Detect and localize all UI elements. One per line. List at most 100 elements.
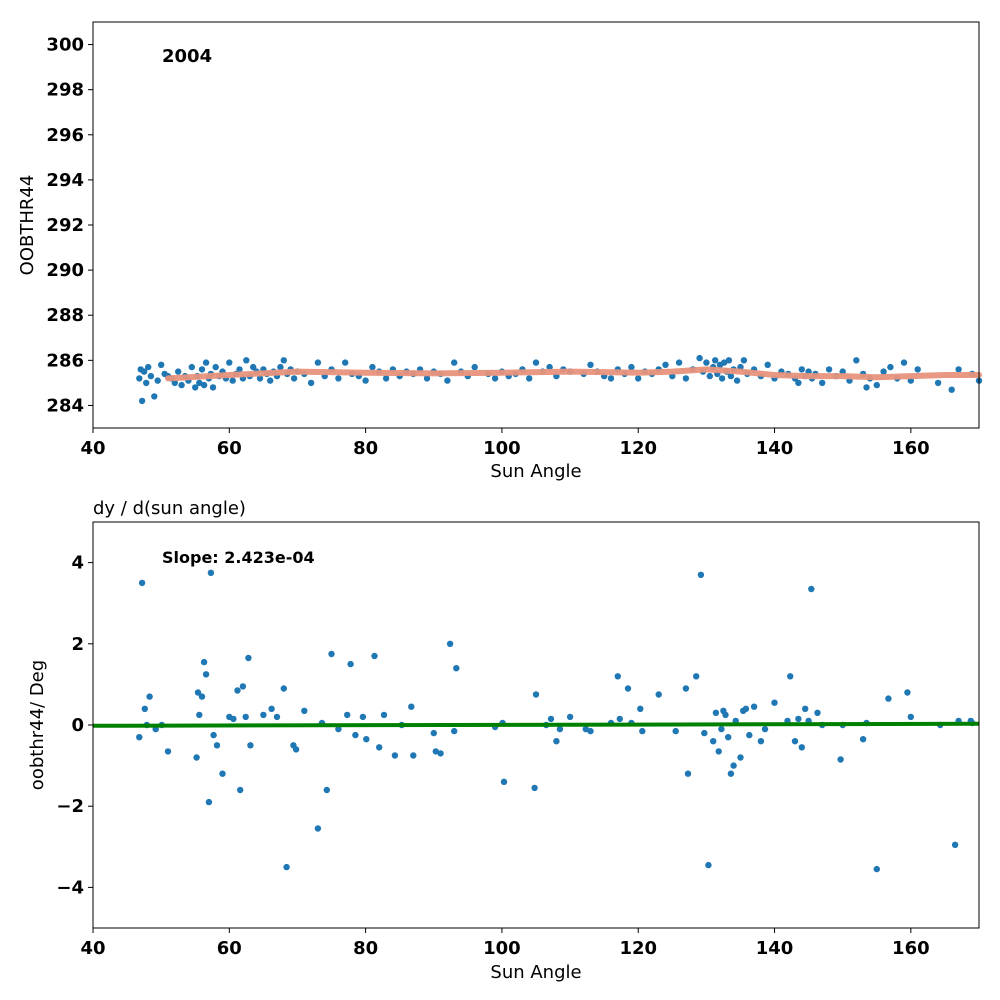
bottom-data-point	[791, 738, 799, 745]
bottom-data-point	[757, 738, 765, 745]
bottom-data-point	[682, 685, 690, 692]
bottom-data-point	[344, 711, 351, 719]
top-data-point	[229, 377, 236, 384]
bottom-data-point	[205, 798, 213, 806]
top-data-point	[706, 372, 713, 380]
top-year-annotation: 2004	[162, 46, 212, 67]
bottom-data-point	[268, 705, 275, 712]
bottom-data-point	[376, 744, 383, 751]
bottom-x-tick-label: 140	[756, 938, 794, 959]
bottom-data-point	[453, 665, 460, 672]
bottom-scatter-points	[136, 569, 976, 873]
bottom-data-point	[314, 825, 322, 832]
top-x-tick-label: 120	[619, 438, 657, 459]
top-y-tick-label: 292	[46, 215, 84, 236]
bottom-data-point	[907, 713, 914, 721]
bottom-data-point	[873, 865, 880, 873]
bottom-data-point	[146, 693, 153, 700]
top-data-point	[914, 366, 921, 373]
top-data-point	[369, 363, 376, 371]
top-x-tick-label: 160	[892, 438, 930, 459]
top-data-point	[675, 359, 683, 366]
top-data-point	[955, 366, 962, 373]
bottom-data-point	[301, 707, 308, 714]
top-data-point	[362, 377, 369, 384]
bottom-x-tick-label: 120	[619, 938, 657, 959]
top-x-tick-label: 40	[80, 438, 105, 459]
bottom-data-point	[787, 673, 794, 680]
bottom-data-point	[194, 689, 202, 696]
top-data-point	[136, 375, 143, 382]
bottom-x-axis-ticks: 40 60 80 100 120 140 160	[80, 928, 930, 959]
top-data-point	[342, 359, 349, 366]
bottom-data-point	[655, 691, 662, 698]
bottom-data-point	[437, 750, 444, 757]
bottom-data-point	[202, 671, 210, 678]
top-data-point	[335, 375, 342, 382]
bottom-data-point	[904, 689, 911, 696]
bottom-data-point	[814, 709, 821, 716]
bottom-y-tick-label: 2	[71, 634, 84, 655]
bottom-data-point	[219, 770, 226, 777]
bottom-data-point	[200, 658, 208, 666]
bottom-data-point	[451, 727, 458, 735]
bottom-data-point	[553, 738, 560, 745]
top-plot-frame	[92, 21, 980, 429]
top-x-axis-label: Sun Angle	[490, 461, 581, 482]
top-data-point	[444, 377, 451, 384]
top-data-point	[192, 384, 199, 391]
top-data-point	[873, 381, 880, 389]
top-data-point	[243, 357, 250, 364]
bottom-data-point	[722, 711, 729, 719]
bottom-data-point	[242, 713, 249, 721]
bottom-data-point	[363, 736, 370, 743]
top-data-point	[887, 363, 894, 371]
bottom-data-point	[234, 687, 241, 694]
top-data-point	[825, 366, 833, 373]
top-data-point	[451, 359, 458, 366]
top-data-point	[209, 384, 217, 391]
bottom-data-point	[335, 725, 342, 733]
top-y-tick-label: 294	[46, 170, 84, 191]
top-data-point	[200, 381, 208, 389]
top-data-point	[307, 379, 315, 387]
top-data-point	[290, 375, 298, 382]
top-data-point	[145, 363, 152, 371]
bottom-data-point	[230, 715, 237, 723]
bottom-data-point	[614, 673, 621, 680]
top-data-point	[662, 361, 669, 368]
top-data-point	[863, 384, 870, 391]
top-y-axis-label: OOBTHR44	[17, 175, 38, 276]
bottom-data-point	[566, 713, 574, 721]
top-data-point	[718, 375, 726, 382]
bottom-data-point	[798, 744, 805, 751]
top-data-point	[280, 357, 287, 364]
top-data-point	[267, 377, 274, 384]
bottom-data-point	[247, 742, 254, 749]
top-y-tick-label: 288	[46, 305, 84, 326]
top-y-tick-label: 300	[46, 35, 84, 56]
top-data-point	[196, 379, 203, 387]
bottom-data-point	[727, 770, 735, 777]
bottom-data-point	[771, 699, 778, 706]
bottom-data-point	[446, 640, 454, 647]
top-data-point	[198, 366, 206, 373]
bottom-data-point	[761, 725, 769, 733]
top-data-point	[795, 379, 802, 387]
top-data-point	[382, 375, 390, 382]
bottom-data-point	[672, 727, 679, 735]
bottom-data-point	[198, 693, 206, 700]
bottom-data-point	[837, 756, 844, 763]
bottom-data-point	[371, 652, 378, 660]
bottom-data-point	[196, 711, 203, 719]
bottom-data-point	[391, 752, 399, 759]
bottom-y-axis-ticks: −4 −2 0 2 4	[56, 553, 93, 898]
bottom-x-axis-label: Sun Angle	[490, 962, 581, 983]
bottom-data-point	[531, 784, 538, 792]
top-x-tick-label: 100	[483, 438, 521, 459]
top-data-point	[712, 357, 719, 364]
top-data-point	[798, 366, 805, 373]
bottom-data-point	[712, 709, 720, 716]
top-data-point	[140, 368, 148, 375]
